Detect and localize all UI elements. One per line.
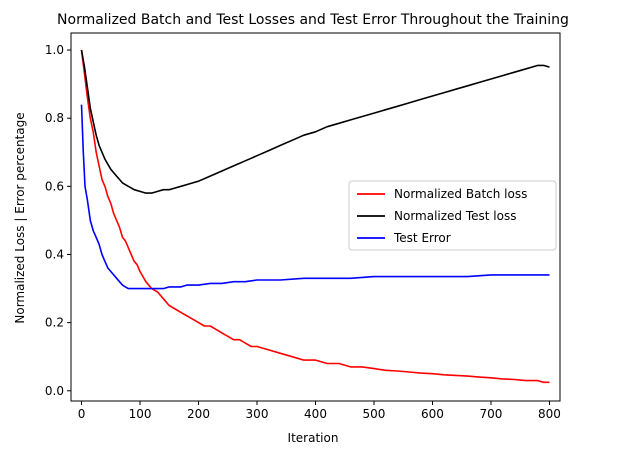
x-tick-label: 800 <box>538 407 561 421</box>
y-axis: 0.0 0.2 0.4 0.6 0.8 1.0 <box>45 43 71 398</box>
x-tick-label: 700 <box>480 407 503 421</box>
y-tick-label: 0.8 <box>45 111 64 125</box>
x-tick-label: 500 <box>363 407 386 421</box>
x-tick-label: 0 <box>78 407 86 421</box>
x-tick-label: 400 <box>304 407 327 421</box>
x-tick-label: 100 <box>129 407 152 421</box>
x-tick-label: 200 <box>187 407 210 421</box>
legend-label: Normalized Test loss <box>394 209 517 223</box>
x-tick-label: 300 <box>246 407 269 421</box>
y-tick-label: 0.6 <box>45 179 64 193</box>
test-loss-line <box>80 49 550 194</box>
x-axis-label: Iteration <box>288 431 339 445</box>
y-tick-label: 0.2 <box>45 316 64 330</box>
legend-box <box>348 180 557 251</box>
series-layer <box>80 49 550 384</box>
legend-label: Test Error <box>393 231 451 245</box>
x-axis: 0 100 200 300 400 500 600 700 800 <box>78 401 561 421</box>
legend: Normalized Batch loss Normalized Test los… <box>348 180 557 251</box>
test-error-line <box>80 104 550 290</box>
y-tick-label: 1.0 <box>45 43 64 57</box>
y-tick-label: 0.0 <box>45 384 64 398</box>
y-axis-label: Normalized Loss | Error percentage <box>13 112 27 323</box>
legend-label: Normalized Batch loss <box>394 187 527 201</box>
y-tick-label: 0.4 <box>45 247 64 261</box>
x-tick-label: 600 <box>421 407 444 421</box>
chart-title: Normalized Batch and Test Losses and Tes… <box>57 12 569 28</box>
batch-loss-line <box>80 49 550 384</box>
